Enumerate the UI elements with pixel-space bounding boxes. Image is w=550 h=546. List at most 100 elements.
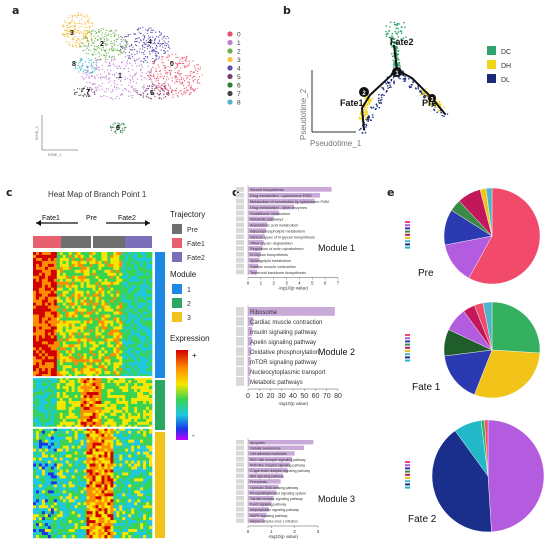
tsne-cell bbox=[132, 46, 134, 48]
tsne-cell bbox=[116, 65, 118, 67]
trajectory-legend: DC DH DL bbox=[487, 46, 511, 84]
tsne-cell bbox=[96, 60, 98, 62]
legend-label-cluster-6: 6 bbox=[237, 83, 241, 90]
tsne-cell bbox=[186, 55, 188, 57]
tsne-cell bbox=[131, 49, 133, 51]
tsne-cell bbox=[183, 80, 186, 82]
tsne-cell bbox=[151, 82, 153, 84]
enrichment-bar bbox=[248, 210, 279, 216]
tsne-cell bbox=[140, 74, 142, 76]
tsne-cell bbox=[126, 42, 128, 44]
tsne-cell bbox=[166, 88, 168, 90]
tsne-cell bbox=[140, 94, 142, 97]
tsne-cell bbox=[164, 65, 166, 67]
tsne-cell bbox=[139, 48, 141, 50]
tsne-cell bbox=[101, 96, 103, 98]
enrichment-tick: 3 bbox=[285, 281, 288, 286]
tsne-cell bbox=[68, 41, 71, 43]
trajectory-cell bbox=[391, 41, 394, 43]
tsne-cell bbox=[82, 32, 84, 34]
tsne-cell bbox=[194, 67, 196, 69]
tsne-cell bbox=[108, 78, 110, 81]
tsne-cell bbox=[83, 30, 85, 32]
tsne-cell bbox=[114, 65, 116, 67]
tsne-cell bbox=[117, 125, 119, 127]
tsne-cell bbox=[126, 35, 128, 38]
tsne-cell bbox=[186, 76, 188, 78]
tsne-cell bbox=[165, 45, 167, 47]
enrichment-tick: 5 bbox=[311, 281, 314, 286]
tsne-cell bbox=[118, 97, 120, 100]
tsne-cell bbox=[138, 31, 140, 33]
tsne-cell bbox=[119, 53, 121, 55]
tsne-cell bbox=[93, 48, 95, 50]
tsne-cell bbox=[154, 77, 156, 79]
tsne-cell bbox=[102, 46, 104, 48]
tsne-cell bbox=[134, 38, 137, 40]
module-label-2: 2 bbox=[187, 301, 191, 308]
tsne-cell bbox=[90, 62, 93, 65]
tsne-cell bbox=[124, 79, 126, 81]
tsne-cell bbox=[86, 70, 88, 72]
trajectory-cell bbox=[365, 103, 368, 105]
tsne-cell bbox=[190, 87, 192, 89]
tsne-cell bbox=[105, 52, 107, 54]
tsne-cell bbox=[147, 71, 149, 73]
tsne-cell bbox=[125, 126, 127, 128]
tsne-cell bbox=[83, 23, 86, 25]
tsne-cell bbox=[81, 67, 83, 69]
tsne-cell bbox=[86, 29, 89, 32]
tsne-cell bbox=[111, 49, 113, 51]
tsne-cell bbox=[125, 40, 127, 42]
tsne-cell bbox=[75, 45, 77, 47]
tsne-cell bbox=[150, 71, 152, 73]
tsne-cell bbox=[105, 44, 107, 46]
enrichment-bar bbox=[248, 512, 267, 518]
trajectory-cell bbox=[440, 103, 442, 106]
tsne-cell bbox=[176, 67, 178, 69]
trajectory-cell bbox=[422, 91, 425, 94]
tsne-cell bbox=[87, 58, 89, 60]
legend-label-DL: DL bbox=[501, 77, 510, 84]
tsne-cell bbox=[119, 131, 122, 133]
trajectory-cell bbox=[366, 110, 368, 113]
enrichment-bar bbox=[248, 501, 272, 506]
tsne-cell bbox=[73, 14, 76, 17]
tsne-cell bbox=[68, 30, 70, 32]
trajectory-cell bbox=[395, 49, 398, 51]
tsne-cell bbox=[177, 56, 179, 58]
tsne-cell bbox=[128, 95, 130, 97]
tsne-cell bbox=[171, 77, 173, 79]
tsne-cell bbox=[130, 95, 132, 97]
tsne-cell bbox=[64, 20, 66, 22]
tsne-cell bbox=[141, 52, 143, 54]
tsne-cell bbox=[162, 46, 164, 48]
enrichment-module-title: Module 1 bbox=[318, 243, 355, 253]
enrichment-term: NOD-like receptor signaling pathway bbox=[250, 463, 305, 467]
tsne-cell bbox=[158, 66, 160, 68]
tsne-cell bbox=[192, 88, 194, 91]
tsne-cell bbox=[84, 94, 86, 96]
tsne-cell bbox=[167, 50, 169, 52]
heatmap-module-legend: 1 2 3 bbox=[172, 284, 191, 322]
tsne-cell bbox=[76, 29, 78, 31]
tsne-cell bbox=[146, 89, 148, 91]
tsne-cell bbox=[103, 71, 106, 73]
trajectory-cell bbox=[395, 47, 398, 49]
tsne-cell bbox=[164, 69, 166, 71]
pie-slice bbox=[444, 349, 493, 395]
tsne-cell bbox=[94, 37, 96, 39]
tsne-cell bbox=[93, 51, 96, 53]
tsne-cell bbox=[161, 61, 163, 63]
enrichment-term: Ferroptosis bbox=[250, 480, 267, 484]
tsne-cell bbox=[151, 81, 153, 83]
tsne-cell bbox=[142, 95, 144, 97]
tsne-cell bbox=[91, 30, 93, 33]
tsne-cell bbox=[142, 88, 145, 90]
legend-swatch-DC bbox=[487, 46, 496, 55]
tsne-cell bbox=[112, 46, 114, 48]
tsne-cell bbox=[157, 84, 159, 86]
tsne-cell bbox=[185, 74, 187, 77]
tsne-cell bbox=[104, 36, 106, 38]
tsne-x-label: tSNE_1 bbox=[48, 152, 63, 157]
